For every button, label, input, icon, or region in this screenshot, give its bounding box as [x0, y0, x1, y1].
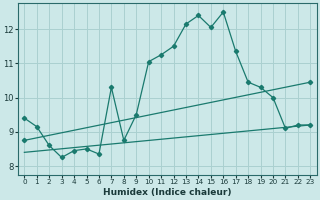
X-axis label: Humidex (Indice chaleur): Humidex (Indice chaleur): [103, 188, 232, 197]
